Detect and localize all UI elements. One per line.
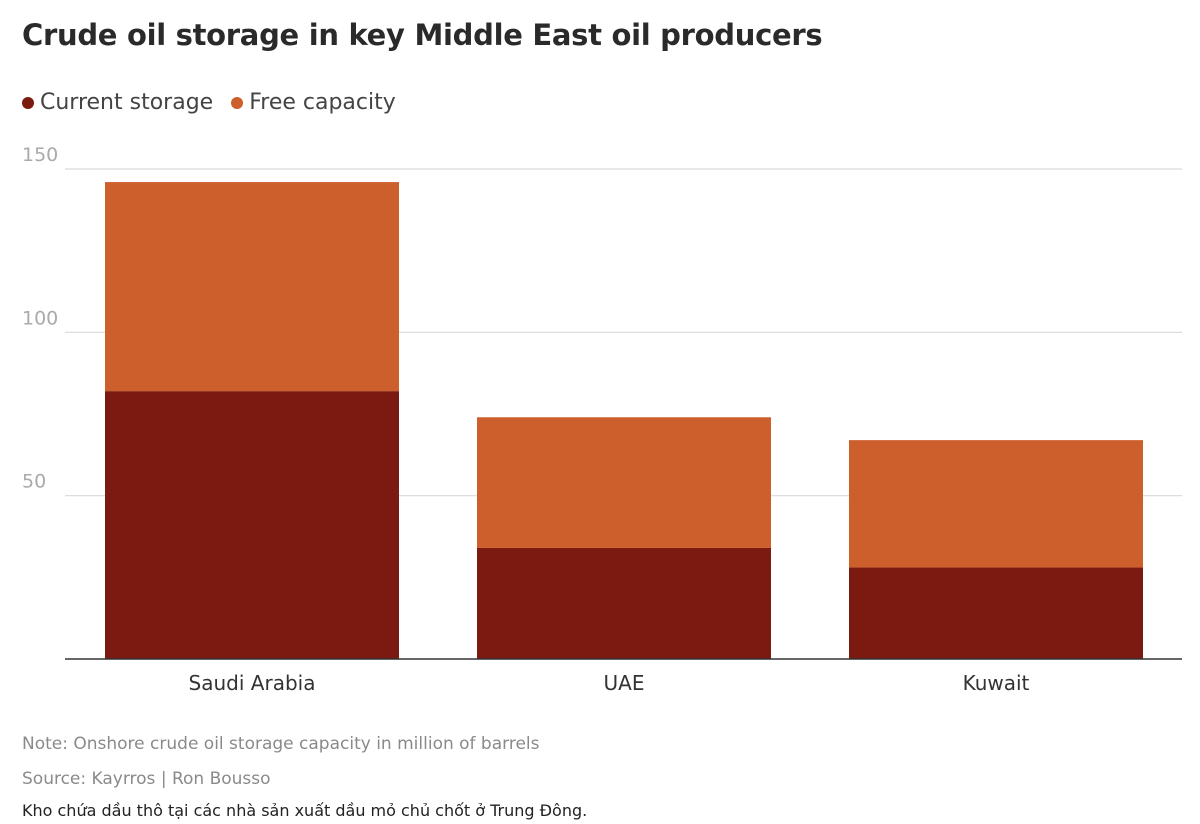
legend-item-current-storage: Current storage (22, 90, 213, 115)
legend-label-current-storage: Current storage (40, 90, 214, 115)
chart-note: Note: Onshore crude oil storage capacity… (22, 734, 540, 754)
chart-title: Crude oil storage in key Middle East oil… (22, 18, 823, 52)
bar-free-capacity-kuwait (849, 440, 1143, 568)
legend-swatch-free-capacity (231, 96, 244, 109)
x-tick-label-uae: UAE (604, 671, 645, 695)
bar-current-storage-kuwait (849, 567, 1143, 659)
x-tick-label-kuwait: Kuwait (963, 671, 1030, 695)
bar-free-capacity-uae (477, 417, 771, 548)
legend: Current storage Free capacity (22, 90, 414, 115)
chart-source: Source: Kayrros | Ron Bousso (22, 769, 271, 789)
legend-swatch-current-storage (22, 96, 34, 109)
legend-item-free-capacity: Free capacity (231, 90, 396, 115)
legend-label-free-capacity: Free capacity (249, 90, 396, 115)
y-tick-label-100: 100 (22, 307, 58, 329)
image-caption: Kho chứa dầu thô tại các nhà sản xuất dầ… (22, 801, 588, 820)
y-tick-label-150: 150 (22, 144, 58, 166)
x-tick-label-saudi-arabia: Saudi Arabia (189, 671, 316, 695)
bar-free-capacity-saudi-arabia (105, 182, 399, 392)
bar-current-storage-uae (477, 547, 771, 659)
y-tick-label-50: 50 (22, 471, 46, 493)
bar-chart: 50 100 150 Saudi Arabia UAE Kuwait (22, 144, 1182, 695)
bar-current-storage-saudi-arabia (105, 391, 399, 659)
